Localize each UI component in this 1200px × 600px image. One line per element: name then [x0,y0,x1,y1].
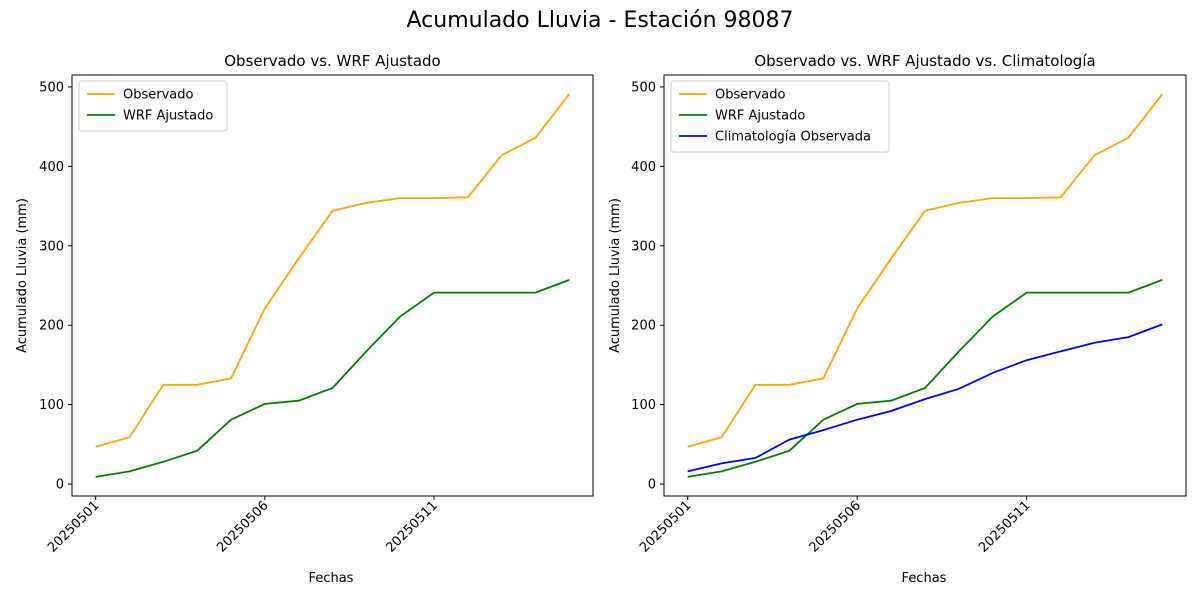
legend-label-0: Observado [715,88,786,103]
y-tick-label: 0 [648,478,656,493]
x-tick-label: 20250506 [807,498,864,555]
legend-box [670,80,890,153]
x-tick-label: 20250511 [976,498,1033,555]
y-tick-label: 400 [631,160,656,175]
y-tick-label: 0 [56,478,64,493]
legend-box [78,80,228,132]
x-axis-label: Fechas [309,571,354,586]
x-tick-label: 20250501 [637,498,694,555]
y-tick-label: 300 [631,239,656,254]
y-tick-label: 100 [631,398,656,413]
chart-title: Observado vs. WRF Ajustado vs. Climatolo… [754,52,1095,70]
y-tick-label: 200 [39,319,64,334]
series-line-1 [687,279,1163,478]
legend-label-0: Observado [123,88,194,103]
series-line-0 [95,93,571,448]
legend-label-1: WRF Ajustado [715,109,805,124]
axes-frame [663,74,1187,497]
x-axis-label: Fechas [902,571,947,586]
legend-label-2: Climatología Observada [715,130,871,145]
legend-label-1: WRF Ajustado [123,109,213,124]
y-tick-label: 200 [631,319,656,334]
y-tick-label: 500 [631,80,656,95]
y-tick-label: 500 [39,80,64,95]
y-tick-label: 400 [39,160,64,175]
axes-frame [71,74,594,497]
figure-title: Acumulado Lluvia - Estación 98087 [406,8,794,33]
series-line-2 [687,323,1163,473]
y-tick-label: 100 [39,398,64,413]
y-axis-label: Acumulado Lluvia (mm) [608,198,623,353]
y-tick-label: 300 [39,239,64,254]
series-line-1 [95,279,570,478]
y-axis-label: Acumulado Lluvia (mm) [15,198,30,353]
chart-title: Observado vs. WRF Ajustado [224,52,440,70]
series-line-0 [687,93,1164,448]
